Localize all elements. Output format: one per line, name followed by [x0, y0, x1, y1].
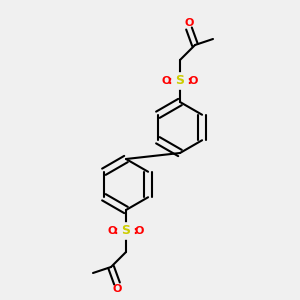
Text: O: O	[135, 226, 144, 236]
FancyBboxPatch shape	[172, 73, 188, 89]
Text: O: O	[112, 284, 122, 294]
FancyBboxPatch shape	[118, 223, 134, 239]
Text: O: O	[184, 18, 194, 28]
Text: O: O	[108, 226, 117, 236]
Text: S: S	[122, 224, 130, 238]
Text: O: O	[189, 76, 198, 86]
Text: S: S	[176, 74, 184, 88]
Text: O: O	[162, 76, 171, 86]
